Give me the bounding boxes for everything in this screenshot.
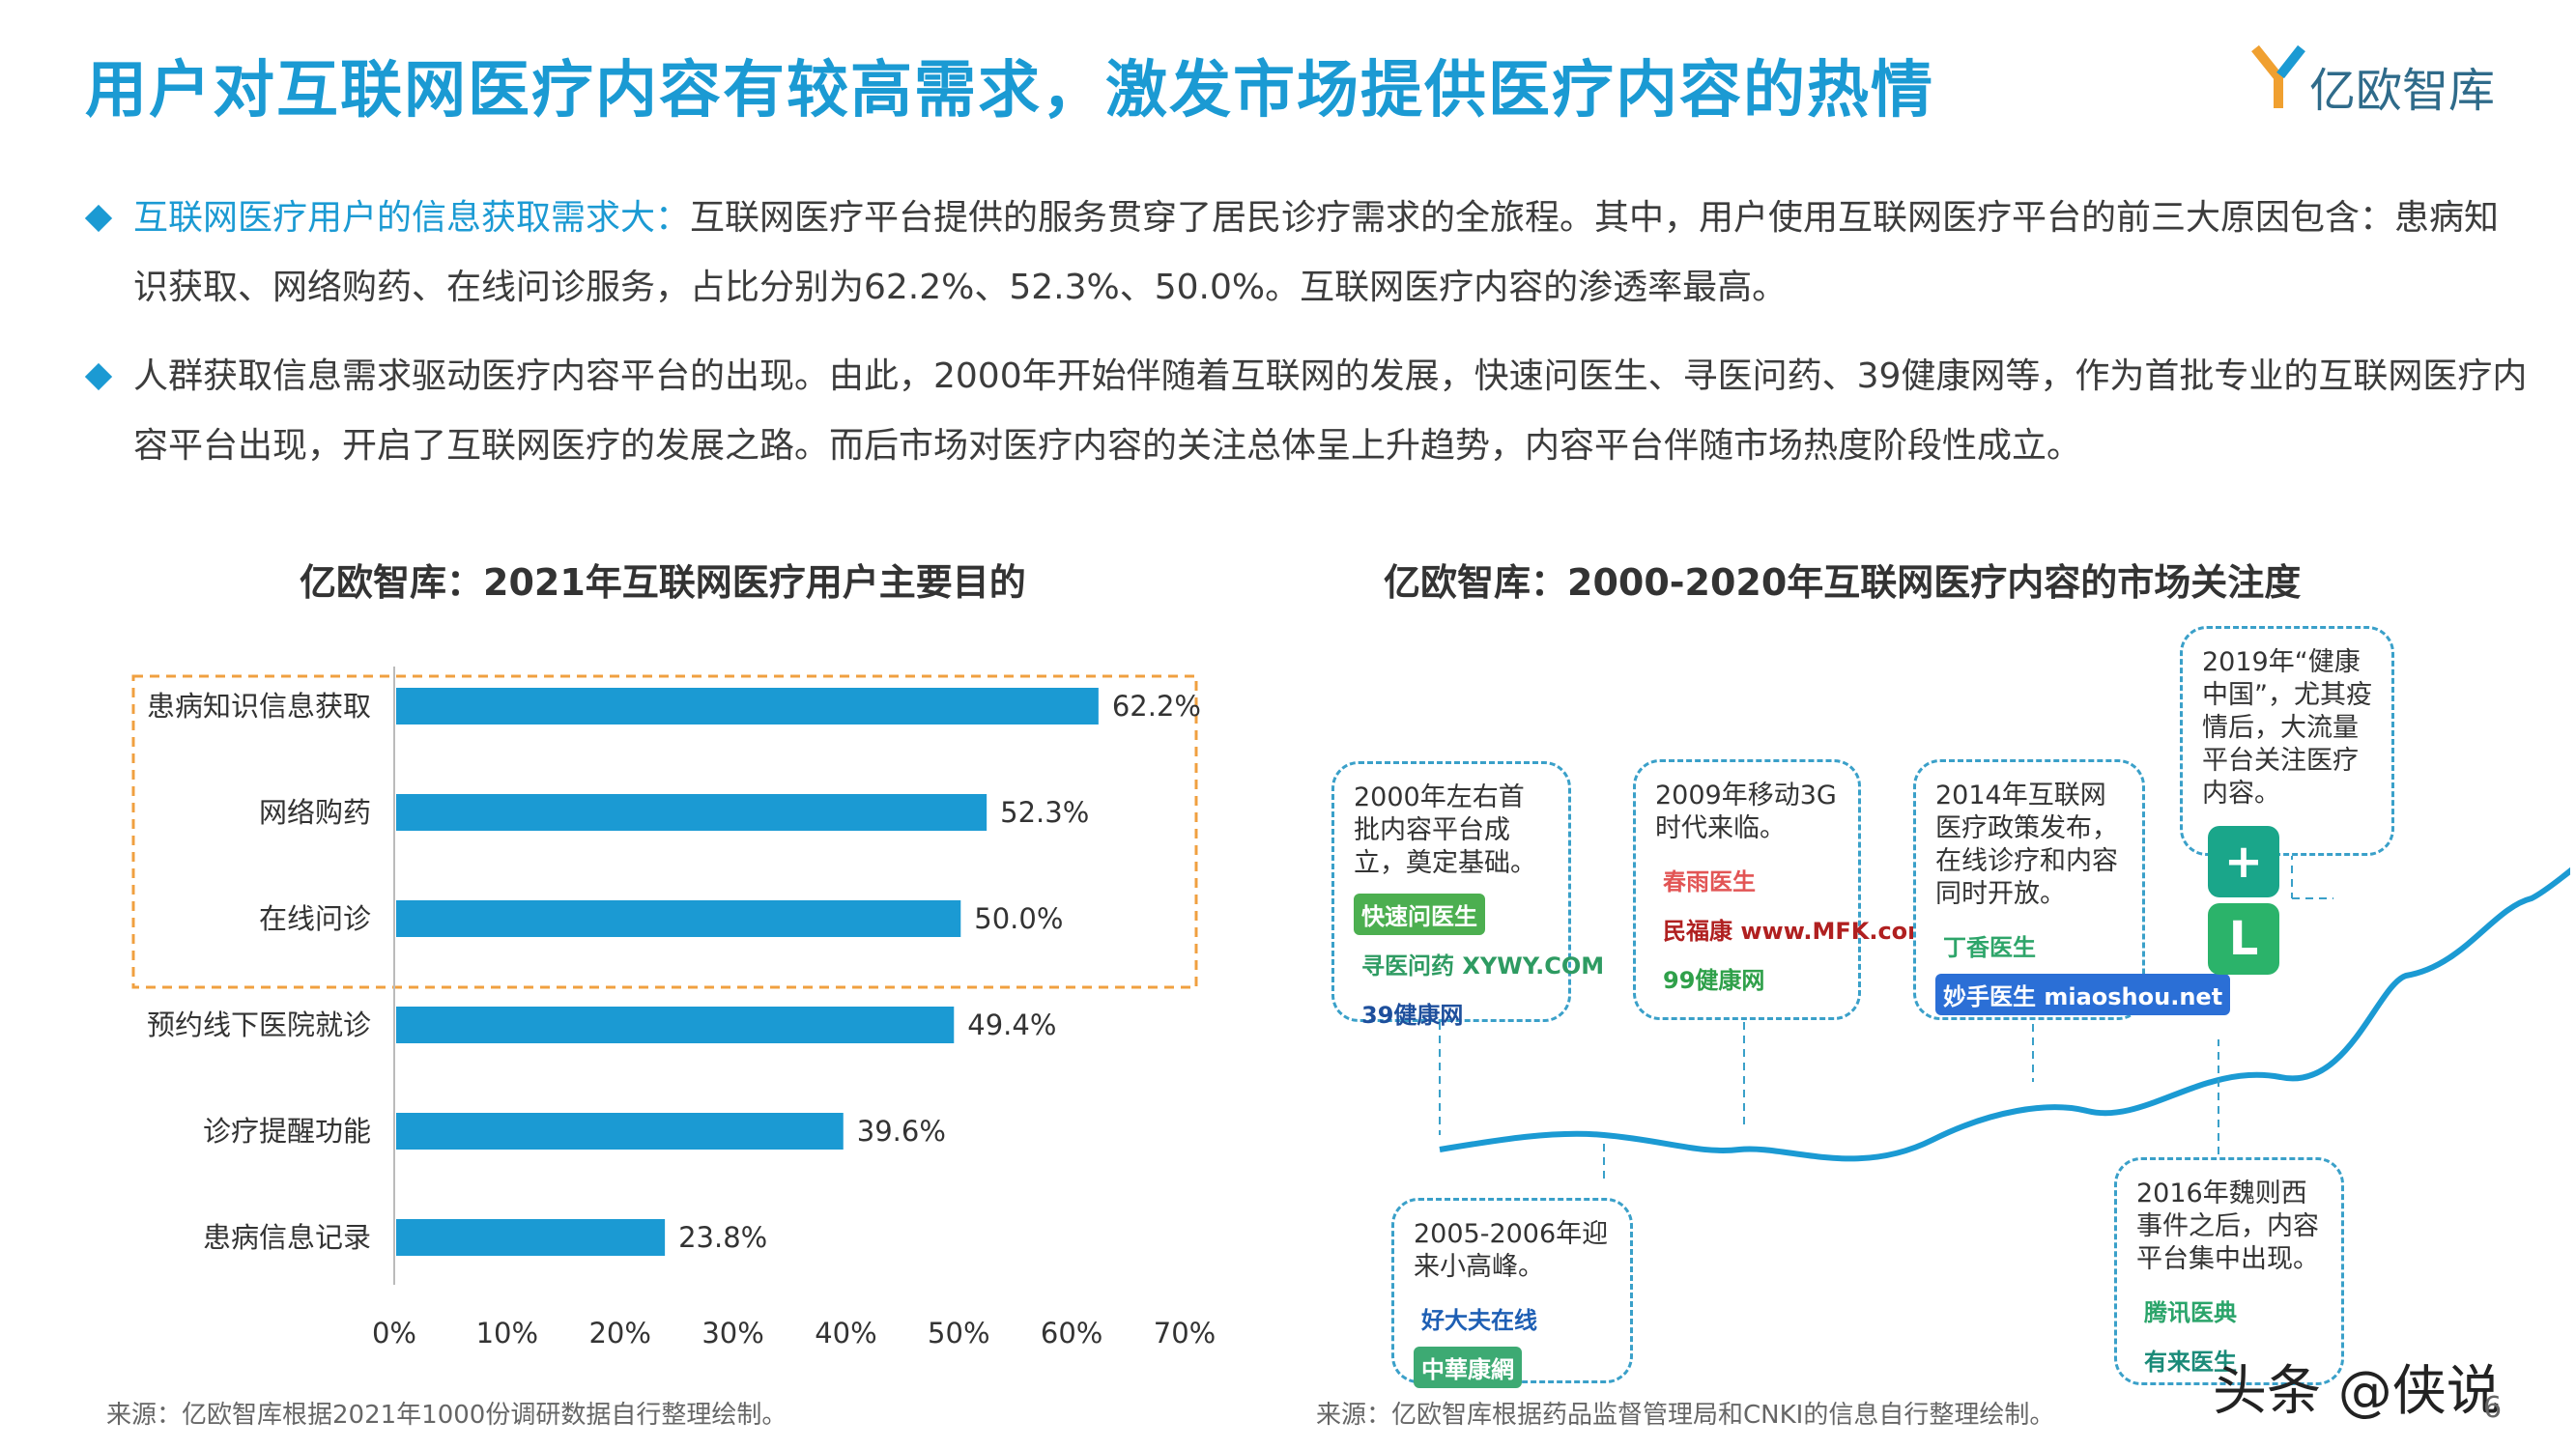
category-label: 诊疗提醒功能 — [203, 1115, 371, 1148]
plus-icon: + — [2208, 826, 2279, 897]
x-tick-label: 20% — [588, 1317, 650, 1350]
value-label: 52.3% — [1000, 796, 1089, 829]
diamond-icon — [84, 362, 113, 391]
callout-text: 2014年互联网医疗政策发布，在线诊疗和内容同时开放。 — [1935, 781, 2118, 909]
left-source: 来源：亿欧智库根据2021年1000份调研数据自行整理绘制。 — [106, 1401, 787, 1430]
x-tick-label: 60% — [1041, 1317, 1102, 1350]
brand-logo: 中華康網 — [1414, 1347, 1522, 1388]
category-label: 预约线下医院就诊 — [147, 1009, 371, 1041]
page-title: 用户对互联网医疗内容有较高需求，激发市场提供医疗内容的热情 — [85, 55, 1934, 127]
callout-2014: 2014年互联网医疗政策发布，在线诊疗和内容同时开放。 丁香医生 妙手医生 mi… — [1913, 759, 2231, 1020]
callout-text: 2005-2006年迎来小高峰。 — [1414, 1219, 1609, 1282]
trend-line — [1439, 867, 2570, 1162]
brand-logo: 腾讯医典 — [2144, 1299, 2237, 1326]
brand-logo: 有来医生 — [2144, 1349, 2237, 1376]
left-chart-title: 亿欧智库：2021年互联网医疗用户主要目的 — [300, 561, 1026, 604]
bullet-highlight: 互联网医疗用户的信息获取需求大： — [133, 198, 691, 238]
brand-logo: 民福康 www.MFK.com — [1663, 918, 1932, 945]
callout-2000: 2000年左右首批内容平台成立，奠定基础。 快速问医生 寻医问药 XYWY.CO… — [1331, 761, 1604, 1029]
callout-2019: 2019年“健康中国”，尤其疫情后，大流量平台关注医疗内容。 + L — [2180, 626, 2394, 975]
diamond-icon — [84, 204, 113, 233]
brand-logo: 39健康网 — [1361, 1002, 1464, 1029]
logo: 亿欧智库 — [2251, 39, 2541, 118]
callout-text: 2016年魏则西事件之后，内容平台集中出现。 — [2136, 1179, 2319, 1274]
watermark: 头条 @侠说 — [2213, 1360, 2501, 1423]
x-tick-label: 10% — [476, 1317, 538, 1350]
category-label: 在线问诊 — [259, 902, 371, 935]
callout-text: 2009年移动3G时代来临。 — [1655, 781, 1837, 843]
value-label: 49.4% — [967, 1009, 1056, 1041]
value-label: 23.8% — [678, 1221, 767, 1254]
value-label: 50.0% — [974, 902, 1063, 935]
right-chart-title: 亿欧智库：2000-2020年互联网医疗内容的市场关注度 — [1384, 561, 2302, 604]
bar — [396, 900, 961, 937]
value-label: 62.2% — [1112, 690, 1201, 723]
x-tick-label: 50% — [928, 1317, 989, 1350]
x-tick-label: 40% — [815, 1317, 876, 1350]
brand-logo: 99健康网 — [1663, 967, 1765, 994]
attention-curve — [1439, 852, 2570, 1179]
logo-text: 亿欧智库 — [2309, 64, 2496, 118]
callout-2009: 2009年移动3G时代来临。 春雨医生 民福康 www.MFK.com 99健康… — [1633, 759, 1932, 1020]
category-label: 网络购药 — [259, 796, 371, 829]
brand-logo: 寻医问药 XYWY.COM — [1361, 952, 1605, 980]
bullet-text: 人群获取信息需求驱动医疗内容平台的出现。由此，2000年开始伴随着互联网的发展，… — [133, 356, 2528, 466]
bar — [396, 688, 1099, 724]
bar-chart: 患病知识信息获取 62.2% 网络购药 52.3% 在线问诊 50.0% 预约线下医院就诊 4… — [131, 667, 1216, 1350]
highlight-box — [131, 674, 1198, 989]
callout-2016: 2016年魏则西事件之后，内容平台集中出现。 腾讯医典 有来医生 — [2114, 1157, 2344, 1385]
category-label: 患病信息记录 — [203, 1221, 371, 1254]
bullet-text: 互联网医疗平台提供的服务贯穿了居民诊疗需求的全旅程。其中，用户使用互联网医疗平台… — [133, 198, 2500, 307]
x-tick-label: 70% — [1154, 1317, 1216, 1350]
callout-text: 2019年“健康中国”，尤其疫情后，大流量平台关注医疗内容。 — [2202, 647, 2372, 809]
page-number: 6 — [2483, 1391, 2503, 1425]
callout-2005: 2005-2006年迎来小高峰。 好大夫在线 中華康網 — [1391, 1198, 1633, 1388]
brand-logo: 春雨医生 — [1663, 868, 1756, 895]
category-label: 患病知识信息获取 — [147, 690, 371, 723]
x-tick-label: 0% — [372, 1317, 416, 1350]
logo-icon — [2251, 44, 2305, 108]
bar — [396, 1219, 666, 1256]
callout-text: 2000年左右首批内容平台成立，奠定基础。 — [1354, 782, 1536, 878]
bar — [396, 1007, 955, 1043]
value-label: 39.6% — [857, 1115, 946, 1148]
brand-logo: 丁香医生 — [1943, 934, 2036, 961]
bar — [396, 794, 987, 831]
brand-logo: 好大夫在线 — [1421, 1307, 1537, 1334]
x-tick-label: 30% — [701, 1317, 763, 1350]
brand-logo: 快速问医生 — [1354, 894, 1485, 935]
right-source: 来源：亿欧智库根据药品监督管理局和CNKI的信息自行整理绘制。 — [1316, 1401, 2055, 1430]
bar — [396, 1113, 844, 1150]
app-icon: L — [2208, 903, 2279, 975]
brand-logo: 妙手医生 miaoshou.net — [1935, 974, 2231, 1015]
